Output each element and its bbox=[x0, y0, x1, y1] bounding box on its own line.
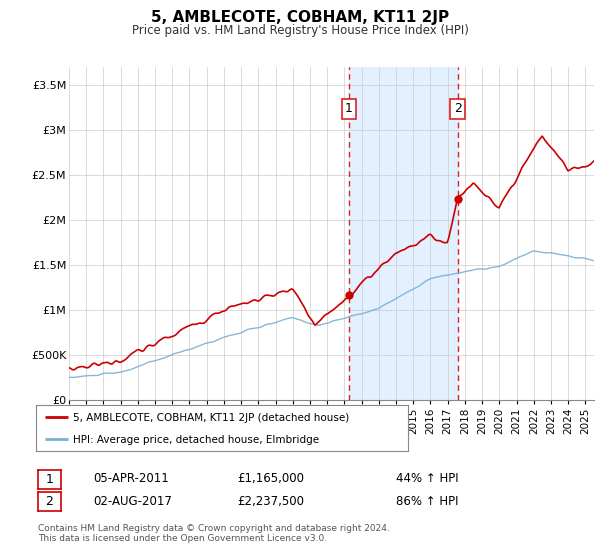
Text: Contains HM Land Registry data © Crown copyright and database right 2024.
This d: Contains HM Land Registry data © Crown c… bbox=[38, 524, 389, 543]
Text: 05-APR-2011: 05-APR-2011 bbox=[93, 472, 169, 486]
Text: 2: 2 bbox=[45, 495, 53, 508]
Text: 02-AUG-2017: 02-AUG-2017 bbox=[93, 494, 172, 508]
Text: 1: 1 bbox=[45, 473, 53, 486]
Text: £1,165,000: £1,165,000 bbox=[237, 472, 304, 486]
Text: 5, AMBLECOTE, COBHAM, KT11 2JP (detached house): 5, AMBLECOTE, COBHAM, KT11 2JP (detached… bbox=[73, 413, 349, 423]
Text: 44% ↑ HPI: 44% ↑ HPI bbox=[396, 472, 458, 486]
Text: 5, AMBLECOTE, COBHAM, KT11 2JP: 5, AMBLECOTE, COBHAM, KT11 2JP bbox=[151, 10, 449, 25]
Text: Price paid vs. HM Land Registry's House Price Index (HPI): Price paid vs. HM Land Registry's House … bbox=[131, 24, 469, 36]
Text: HPI: Average price, detached house, Elmbridge: HPI: Average price, detached house, Elmb… bbox=[73, 435, 319, 445]
Text: £2,237,500: £2,237,500 bbox=[237, 494, 304, 508]
Text: 2: 2 bbox=[454, 102, 461, 115]
Text: 86% ↑ HPI: 86% ↑ HPI bbox=[396, 494, 458, 508]
Bar bbox=[349, 67, 458, 400]
Text: 1: 1 bbox=[345, 102, 353, 115]
